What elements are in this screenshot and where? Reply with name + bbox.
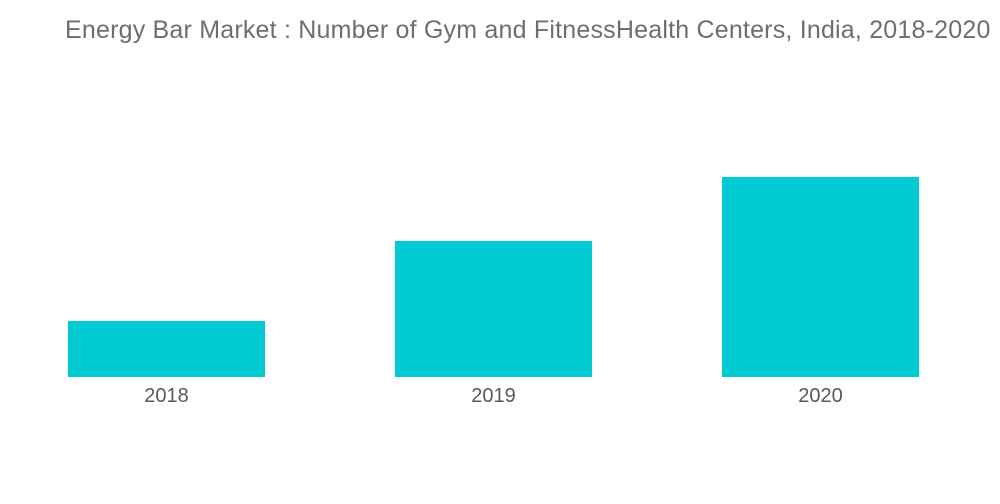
bar-group-2019: 2019 — [395, 177, 592, 407]
bar-group-2018: 2018 — [68, 177, 265, 407]
bar-2019 — [395, 241, 592, 377]
x-axis-label-2018: 2018 — [144, 385, 189, 407]
x-axis-label-2019: 2019 — [471, 385, 516, 407]
plot-area: 2018 2019 2020 — [68, 177, 919, 407]
x-axis-label-2020: 2020 — [798, 385, 843, 407]
bar-2018 — [68, 321, 265, 377]
chart-title: Energy Bar Market : Number of Gym and Fi… — [65, 16, 991, 44]
bar-group-2020: 2020 — [722, 177, 919, 407]
bar-2020 — [722, 177, 919, 377]
